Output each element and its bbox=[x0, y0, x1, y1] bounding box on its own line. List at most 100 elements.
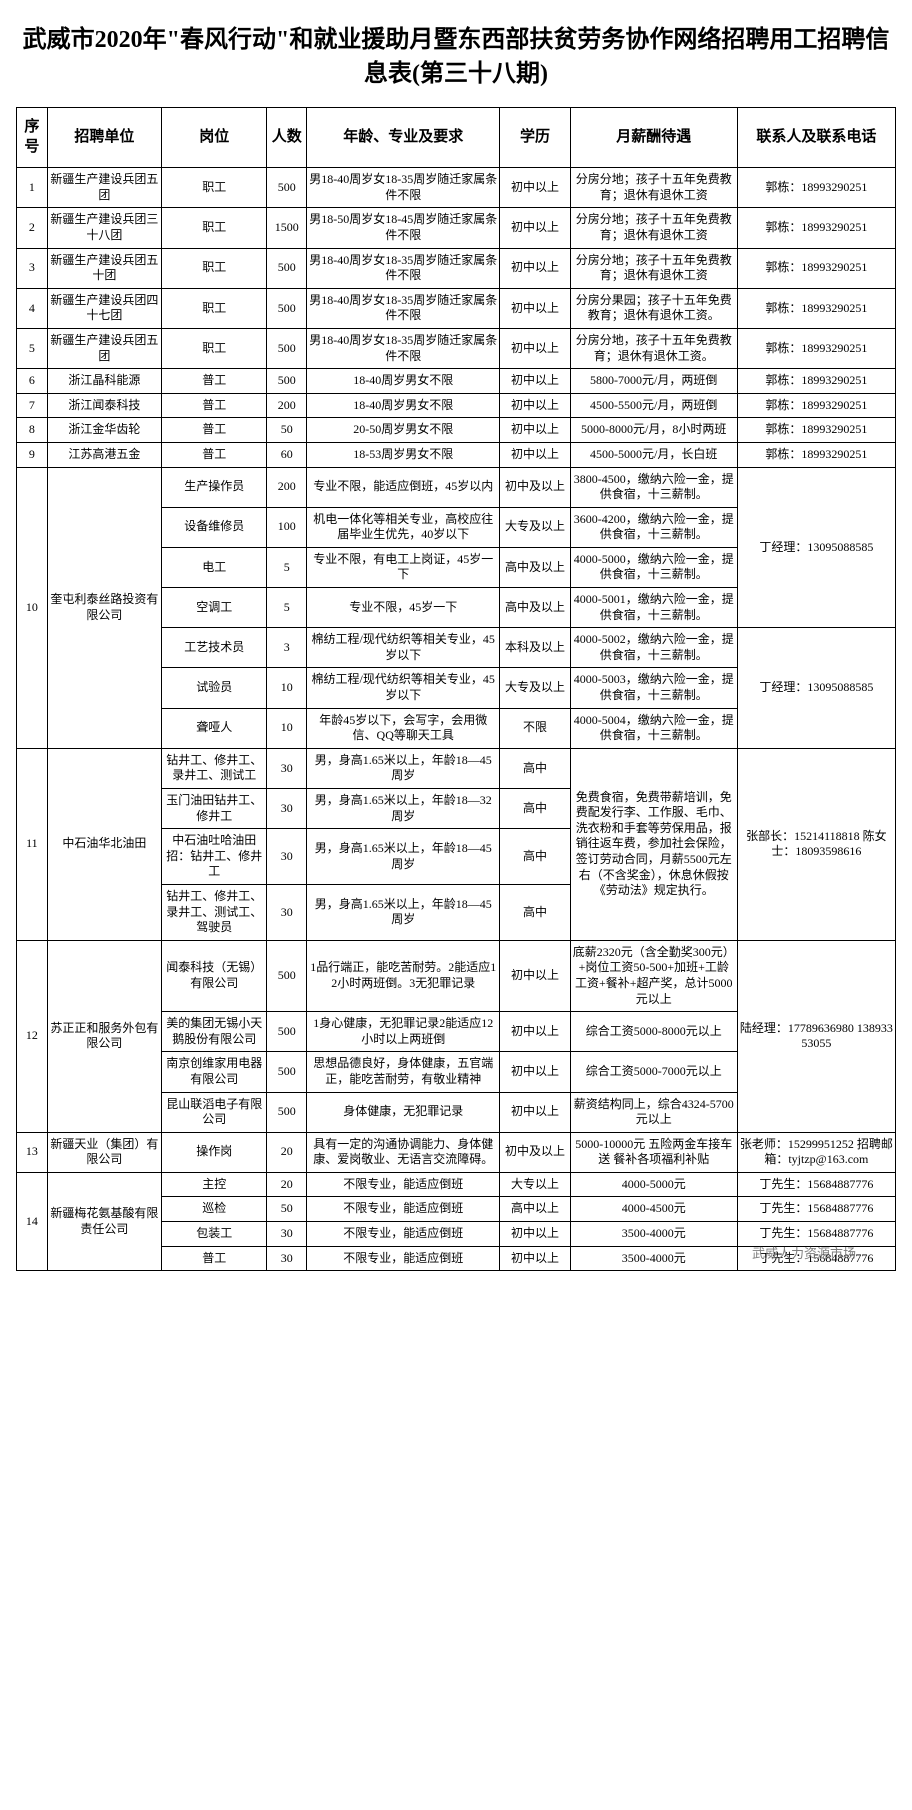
cell-position: 职工 bbox=[162, 288, 267, 328]
cell-position: 试验员 bbox=[162, 668, 267, 708]
cell-position: 设备维修员 bbox=[162, 507, 267, 547]
cell-count: 10 bbox=[267, 668, 307, 708]
cell-contact: 郭栋：18993290251 bbox=[737, 328, 895, 368]
cell-position: 巡检 bbox=[162, 1197, 267, 1222]
cell-education: 初中以上 bbox=[500, 442, 570, 467]
cell-requirement: 年龄45岁以下，会写字，会用微信、QQ等聊天工具 bbox=[307, 708, 500, 748]
cell-count: 1500 bbox=[267, 208, 307, 248]
header-seq: 序号 bbox=[17, 108, 48, 168]
cell-requirement: 身体健康，无犯罪记录 bbox=[307, 1092, 500, 1132]
cell-salary: 4000-5001，缴纳六险一金，提供食宿，十三薪制。 bbox=[570, 588, 737, 628]
cell-contact: 陆经理：17789636980 13893353055 bbox=[737, 940, 895, 1132]
cell-contact: 郭栋：18993290251 bbox=[737, 248, 895, 288]
cell-education: 高中 bbox=[500, 884, 570, 940]
cell-position: 生产操作员 bbox=[162, 467, 267, 507]
cell-education: 初中以上 bbox=[500, 1092, 570, 1132]
cell-seq: 12 bbox=[17, 940, 48, 1132]
cell-salary: 分房分地；孩子十五年免费教育；退休有退休工资 bbox=[570, 248, 737, 288]
cell-contact: 张老师：15299951252 招聘邮箱：tyjtzp@163.com bbox=[737, 1132, 895, 1172]
cell-requirement: 不限专业，能适应倒班 bbox=[307, 1172, 500, 1197]
cell-requirement: 男18-40周岁女18-35周岁随迁家属条件不限 bbox=[307, 328, 500, 368]
cell-seq: 3 bbox=[17, 248, 48, 288]
cell-education: 本科及以上 bbox=[500, 628, 570, 668]
cell-requirement: 专业不限，45岁一下 bbox=[307, 588, 500, 628]
cell-seq: 4 bbox=[17, 288, 48, 328]
table-row: 2新疆生产建设兵团三十八团职工1500男18-50周岁女18-45周岁随迁家属条… bbox=[17, 208, 896, 248]
cell-requirement: 男18-40周岁女18-35周岁随迁家属条件不限 bbox=[307, 288, 500, 328]
cell-education: 初中以上 bbox=[500, 393, 570, 418]
cell-position: 玉门油田钻井工、修井工 bbox=[162, 789, 267, 829]
cell-contact: 丁先生：15684887776 bbox=[737, 1172, 895, 1197]
cell-requirement: 专业不限，能适应倒班，45岁以内 bbox=[307, 467, 500, 507]
footer-brand: 武威人力资源市场 bbox=[16, 1243, 896, 1262]
cell-count: 100 bbox=[267, 507, 307, 547]
cell-count: 60 bbox=[267, 442, 307, 467]
table-row: 3新疆生产建设兵团五十团职工500男18-40周岁女18-35周岁随迁家属条件不… bbox=[17, 248, 896, 288]
cell-unit: 苏正正和服务外包有限公司 bbox=[47, 940, 161, 1132]
cell-unit: 江苏高港五金 bbox=[47, 442, 161, 467]
cell-education: 不限 bbox=[500, 708, 570, 748]
cell-requirement: 男18-40周岁女18-35周岁随迁家属条件不限 bbox=[307, 168, 500, 208]
cell-requirement: 具有一定的沟通协调能力、身体健康、爱岗敬业、无语言交流障碍。 bbox=[307, 1132, 500, 1172]
table-row: 4新疆生产建设兵团四十七团职工500男18-40周岁女18-35周岁随迁家属条件… bbox=[17, 288, 896, 328]
cell-count: 500 bbox=[267, 328, 307, 368]
table-row: 7浙江闻泰科技普工20018-40周岁男女不限初中以上4500-5500元/月，… bbox=[17, 393, 896, 418]
cell-unit: 新疆生产建设兵团五团 bbox=[47, 328, 161, 368]
table-row: 6浙江晶科能源普工50018-40周岁男女不限初中以上5800-7000元/月，… bbox=[17, 369, 896, 394]
cell-salary: 综合工资5000-8000元以上 bbox=[570, 1012, 737, 1052]
cell-requirement: 棉纺工程/现代纺织等相关专业，45岁以下 bbox=[307, 668, 500, 708]
cell-seq: 2 bbox=[17, 208, 48, 248]
cell-position: 电工 bbox=[162, 547, 267, 587]
cell-position: 职工 bbox=[162, 248, 267, 288]
cell-salary: 4500-5500元/月，两班倒 bbox=[570, 393, 737, 418]
cell-seq: 9 bbox=[17, 442, 48, 467]
cell-salary: 4000-4500元 bbox=[570, 1197, 737, 1222]
cell-position: 普工 bbox=[162, 369, 267, 394]
header-contact: 联系人及联系电话 bbox=[737, 108, 895, 168]
cell-unit: 新疆生产建设兵团五团 bbox=[47, 168, 161, 208]
cell-position: 昆山联滔电子有限公司 bbox=[162, 1092, 267, 1132]
cell-requirement: 不限专业，能适应倒班 bbox=[307, 1197, 500, 1222]
cell-education: 高中 bbox=[500, 748, 570, 788]
cell-unit: 新疆天业（集团）有限公司 bbox=[47, 1132, 161, 1172]
cell-position: 职工 bbox=[162, 328, 267, 368]
cell-count: 500 bbox=[267, 940, 307, 1011]
cell-education: 大专以上 bbox=[500, 1172, 570, 1197]
cell-seq: 5 bbox=[17, 328, 48, 368]
header-edu: 学历 bbox=[500, 108, 570, 168]
header-unit: 招聘单位 bbox=[47, 108, 161, 168]
cell-education: 初中以上 bbox=[500, 940, 570, 1011]
cell-count: 500 bbox=[267, 168, 307, 208]
cell-count: 3 bbox=[267, 628, 307, 668]
cell-count: 20 bbox=[267, 1132, 307, 1172]
cell-position: 职工 bbox=[162, 168, 267, 208]
cell-position: 普工 bbox=[162, 393, 267, 418]
cell-unit: 浙江闻泰科技 bbox=[47, 393, 161, 418]
cell-seq: 13 bbox=[17, 1132, 48, 1172]
cell-education: 初中以上 bbox=[500, 1052, 570, 1092]
cell-count: 5 bbox=[267, 588, 307, 628]
cell-contact: 郭栋：18993290251 bbox=[737, 168, 895, 208]
cell-seq: 8 bbox=[17, 418, 48, 443]
cell-count: 30 bbox=[267, 748, 307, 788]
cell-position: 闻泰科技（无锡）有限公司 bbox=[162, 940, 267, 1011]
header-req: 年龄、专业及要求 bbox=[307, 108, 500, 168]
cell-count: 500 bbox=[267, 1052, 307, 1092]
cell-unit: 新疆生产建设兵团五十团 bbox=[47, 248, 161, 288]
cell-salary: 4000-5003，缴纳六险一金，提供食宿，十三薪制。 bbox=[570, 668, 737, 708]
cell-requirement: 思想品德良好，身体健康，五官端正，能吃苦耐劳，有敬业精神 bbox=[307, 1052, 500, 1092]
cell-position: 南京创维家用电器有限公司 bbox=[162, 1052, 267, 1092]
cell-requirement: 男，身高1.65米以上，年龄18—45周岁 bbox=[307, 829, 500, 885]
cell-salary: 薪资结构同上，综合4324-5700元以上 bbox=[570, 1092, 737, 1132]
cell-education: 初中以上 bbox=[500, 288, 570, 328]
table-row: 8浙江金华齿轮普工5020-50周岁男女不限初中以上5000-8000元/月，8… bbox=[17, 418, 896, 443]
cell-contact: 郭栋：18993290251 bbox=[737, 208, 895, 248]
cell-contact: 郭栋：18993290251 bbox=[737, 288, 895, 328]
table-row: 1新疆生产建设兵团五团职工500男18-40周岁女18-35周岁随迁家属条件不限… bbox=[17, 168, 896, 208]
cell-count: 200 bbox=[267, 467, 307, 507]
cell-contact: 丁经理：13095088585 bbox=[737, 628, 895, 749]
cell-requirement: 男18-40周岁女18-35周岁随迁家属条件不限 bbox=[307, 248, 500, 288]
cell-position: 主控 bbox=[162, 1172, 267, 1197]
cell-education: 高中以上 bbox=[500, 1197, 570, 1222]
cell-salary: 免费食宿，免费带薪培训，免费配发行李、工作服、毛巾、洗衣粉和手套等劳保用品，报销… bbox=[570, 748, 737, 940]
